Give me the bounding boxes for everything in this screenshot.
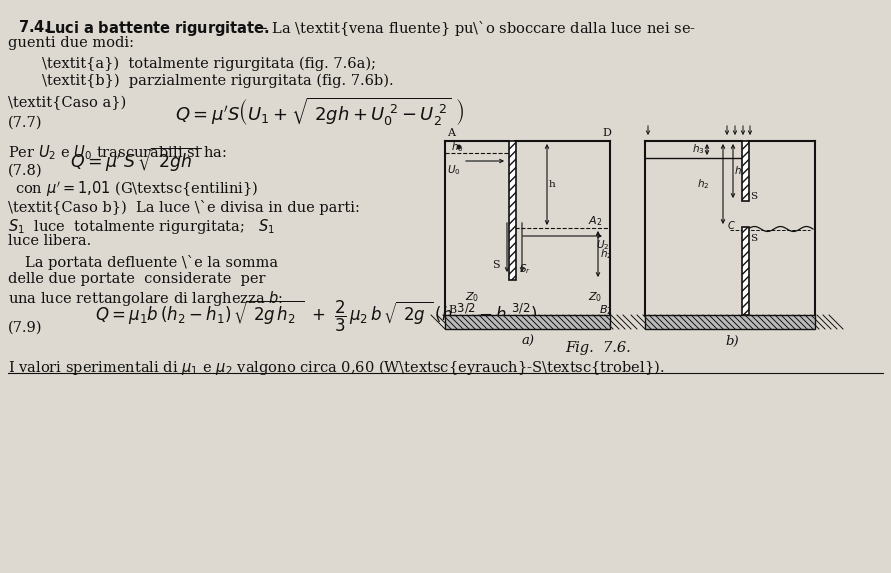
Text: La portata defluente \`e la somma: La portata defluente \`e la somma [25,255,278,270]
Text: $B_2$: $B_2$ [599,303,613,317]
Text: con $\mu^{\prime} = 1{,}01$ (G\textsc{entilini}): con $\mu^{\prime} = 1{,}01$ (G\textsc{en… [15,179,258,199]
Text: (7.9): (7.9) [8,321,43,335]
Text: $Z_0$: $Z_0$ [588,291,602,304]
Text: b): b) [725,335,739,348]
Text: \textit{Caso b})  La luce \`e divisa in due parti:: \textit{Caso b}) La luce \`e divisa in d… [8,200,360,215]
Text: $U_0$: $U_0$ [447,163,461,177]
Text: una luce rettangolare di larghezza $b$:: una luce rettangolare di larghezza $b$: [8,289,283,308]
Text: $-$ La \textit{vena fluente} pu\`o sboccare dalla luce nei se-: $-$ La \textit{vena fluente} pu\`o sbocc… [255,19,696,38]
Text: $A_2$: $A_2$ [588,214,602,228]
Text: $h_2$: $h_2$ [600,247,612,261]
Text: \textit{a})  totalmente rigurgitata (fig. 7.6a);: \textit{a}) totalmente rigurgitata (fig.… [42,57,376,72]
Text: $S_r$: $S_r$ [519,262,531,276]
Text: $C$: $C$ [727,219,736,231]
Text: S: S [750,192,757,201]
Bar [645,315,815,329]
Text: (7.8): (7.8) [8,164,43,178]
Text: $h_0$: $h_0$ [451,140,463,154]
Text: $h_1$: $h_1$ [734,164,747,178]
Text: $U_2$: $U_2$ [596,238,609,252]
Bar [509,141,516,280]
Text: $\mathbf{Luci\ a\ battente\ rigurgitate.}$: $\mathbf{Luci\ a\ battente\ rigurgitate.… [45,19,270,38]
Text: $Q = \mu^{\prime}\,S\,\sqrt{\ 2gh\ }$: $Q = \mu^{\prime}\,S\,\sqrt{\ 2gh\ }$ [70,146,201,174]
Text: $S_{\rm 1}$  luce  totalmente rigurgitata;   $S_{\rm 1}$: $S_{\rm 1}$ luce totalmente rigurgitata;… [8,217,275,236]
Text: Per $U_{\rm 2}$ e $U_{\rm 0}$ trascurabili si ha:: Per $U_{\rm 2}$ e $U_{\rm 0}$ trascurabi… [8,143,227,162]
Text: luce libera.: luce libera. [8,234,91,248]
Text: S: S [750,234,757,243]
Text: \textit{Caso a}): \textit{Caso a}) [8,96,127,110]
Bar [445,315,610,329]
Text: (7.7): (7.7) [8,116,43,130]
Text: $Q = \mu_{\rm 1}b\,(h_{\rm 2} - h_{\rm 1})\,\sqrt{\ 2g\,h_{\rm 2}\ }\ +\ \dfrac{: $Q = \mu_{\rm 1}b\,(h_{\rm 2} - h_{\rm 1… [95,299,537,333]
Text: guenti due modi:: guenti due modi: [8,36,134,50]
Bar [742,141,749,201]
Text: delle due portate  considerate  per: delle due portate considerate per [8,272,266,286]
Text: I valori sperimentali di $\mu_{\rm 1}$ e $\mu_{\rm 2}$ valgono circa 0,60 (W\tex: I valori sperimentali di $\mu_{\rm 1}$ e… [8,358,665,377]
Text: S: S [492,260,500,270]
Text: \textit{b})  parzialmente rigurgitata (fig. 7.6b).: \textit{b}) parzialmente rigurgitata (fi… [42,74,394,88]
Text: D: D [602,128,611,138]
Text: $Q = \mu^{\prime}S\left(U_{\rm 1} + \sqrt{\ 2gh + U_{\rm 0}^{\ 2} - U_{\rm 2}^{\: $Q = \mu^{\prime}S\left(U_{\rm 1} + \sqr… [175,96,464,128]
Text: $Z_0$: $Z_0$ [465,291,479,304]
Text: $h_3$: $h_3$ [692,143,705,156]
Text: $\mathbf{7.4.}$: $\mathbf{7.4.}$ [18,19,50,35]
Text: Fig.  7.6.: Fig. 7.6. [565,341,631,355]
Text: B: B [448,305,456,315]
Text: a): a) [521,335,535,348]
Text: h: h [549,180,556,189]
Bar [742,227,749,315]
Text: A: A [447,128,455,138]
Text: $h_2$: $h_2$ [697,177,709,191]
